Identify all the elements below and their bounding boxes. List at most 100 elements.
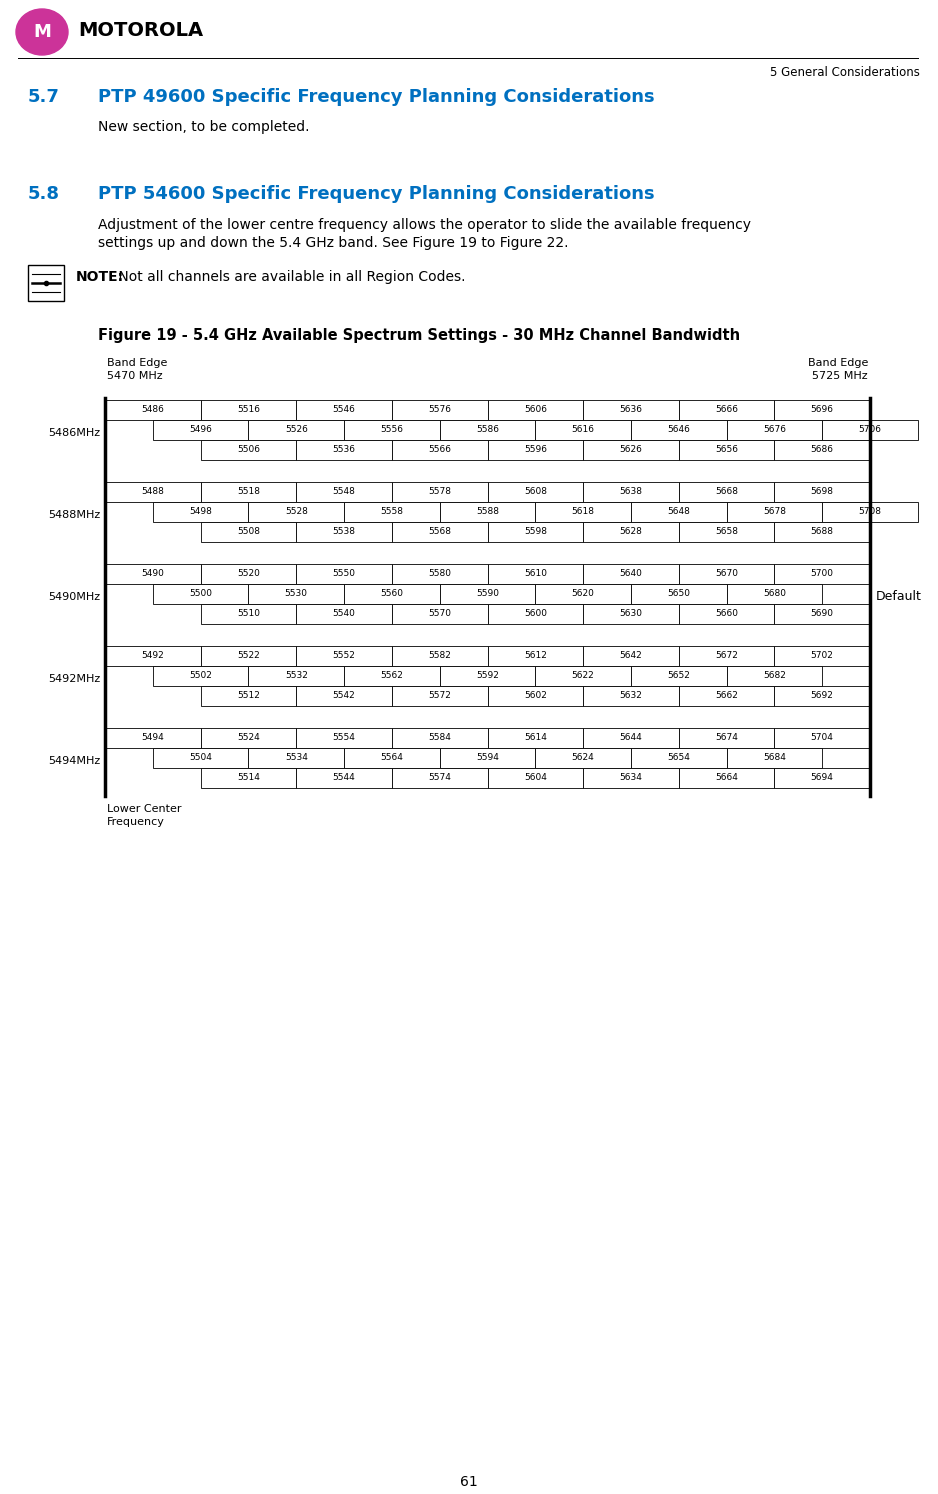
Bar — [583, 400, 679, 420]
Text: M: M — [33, 22, 51, 40]
Text: 5618: 5618 — [571, 508, 595, 517]
Bar — [679, 728, 775, 748]
Text: 5512: 5512 — [237, 692, 260, 701]
Text: 5626: 5626 — [619, 445, 643, 454]
Text: 5620: 5620 — [571, 590, 595, 599]
Text: 5604: 5604 — [524, 774, 547, 783]
Text: 5674: 5674 — [715, 734, 738, 743]
Text: 5578: 5578 — [428, 487, 451, 496]
Text: 5498: 5498 — [189, 508, 212, 517]
Bar — [536, 748, 631, 768]
Bar — [488, 400, 583, 420]
Text: 5576: 5576 — [428, 405, 451, 414]
Bar — [28, 264, 64, 300]
Text: 5562: 5562 — [381, 671, 403, 680]
Bar — [727, 748, 823, 768]
Text: 5518: 5518 — [237, 487, 260, 496]
Text: 5614: 5614 — [524, 734, 547, 743]
Text: 5526: 5526 — [285, 426, 308, 435]
Bar — [583, 441, 679, 460]
Bar — [488, 768, 583, 787]
Bar — [201, 728, 296, 748]
Bar — [201, 686, 296, 707]
Bar — [296, 400, 392, 420]
Text: 5608: 5608 — [523, 487, 547, 496]
Text: Lower Center: Lower Center — [107, 804, 181, 814]
Text: Default: Default — [876, 590, 922, 604]
Bar — [775, 768, 870, 787]
Text: 5590: 5590 — [476, 590, 499, 599]
Bar — [296, 645, 392, 666]
Text: 5586: 5586 — [476, 426, 499, 435]
Text: 5676: 5676 — [763, 426, 786, 435]
Bar — [296, 768, 392, 787]
Text: Frequency: Frequency — [107, 817, 165, 828]
Text: 5580: 5580 — [428, 569, 451, 578]
Bar — [583, 483, 679, 502]
Text: 5504: 5504 — [189, 753, 212, 762]
Text: 5488: 5488 — [142, 487, 164, 496]
Text: 5682: 5682 — [763, 671, 786, 680]
Text: 5546: 5546 — [333, 405, 356, 414]
Bar — [631, 748, 727, 768]
Text: 5570: 5570 — [428, 610, 451, 619]
Bar — [440, 420, 536, 441]
Text: 5610: 5610 — [523, 569, 547, 578]
Text: 5538: 5538 — [333, 527, 356, 536]
Bar — [440, 584, 536, 604]
Text: 5702: 5702 — [810, 651, 834, 660]
Text: New section, to be completed.: New section, to be completed. — [98, 120, 310, 134]
Text: PTP 49600 Specific Frequency Planning Considerations: PTP 49600 Specific Frequency Planning Co… — [98, 88, 655, 106]
Text: 5488MHz: 5488MHz — [48, 509, 100, 520]
Text: NOTE:: NOTE: — [76, 270, 124, 284]
Bar — [392, 565, 488, 584]
Ellipse shape — [16, 9, 68, 55]
Bar — [296, 521, 392, 542]
Bar — [344, 748, 440, 768]
Bar — [201, 483, 296, 502]
Text: 5494: 5494 — [142, 734, 164, 743]
Text: 5708: 5708 — [858, 508, 882, 517]
Text: 5502: 5502 — [189, 671, 212, 680]
Bar — [296, 565, 392, 584]
Bar — [153, 420, 249, 441]
Text: 5686: 5686 — [810, 445, 834, 454]
Bar — [631, 420, 727, 441]
Bar — [105, 645, 201, 666]
Text: 5598: 5598 — [523, 527, 547, 536]
Bar — [296, 728, 392, 748]
Bar — [727, 584, 823, 604]
Text: 5572: 5572 — [429, 692, 451, 701]
Text: 5568: 5568 — [428, 527, 451, 536]
Text: 5640: 5640 — [619, 569, 643, 578]
Bar — [105, 400, 201, 420]
Bar — [727, 502, 823, 521]
Text: 5624: 5624 — [572, 753, 595, 762]
Text: 5704: 5704 — [810, 734, 834, 743]
Text: 5680: 5680 — [763, 590, 786, 599]
Text: 5666: 5666 — [715, 405, 738, 414]
Text: 5690: 5690 — [810, 610, 834, 619]
Bar — [823, 420, 917, 441]
Text: 5700: 5700 — [810, 569, 834, 578]
Text: 5638: 5638 — [619, 487, 643, 496]
Bar — [775, 521, 870, 542]
Bar — [583, 768, 679, 787]
Text: 5658: 5658 — [715, 527, 738, 536]
Text: 5670: 5670 — [715, 569, 738, 578]
Text: 5554: 5554 — [333, 734, 356, 743]
Bar — [679, 686, 775, 707]
Text: 5.7: 5.7 — [28, 88, 60, 106]
Text: 5470 MHz: 5470 MHz — [107, 371, 162, 381]
Bar — [488, 521, 583, 542]
Text: 5592: 5592 — [477, 671, 499, 680]
Bar — [296, 686, 392, 707]
Bar — [679, 400, 775, 420]
Bar — [536, 584, 631, 604]
Text: 5616: 5616 — [571, 426, 595, 435]
Bar — [679, 565, 775, 584]
Text: 5632: 5632 — [619, 692, 643, 701]
Text: 5496: 5496 — [189, 426, 212, 435]
Bar — [344, 666, 440, 686]
Text: settings up and down the 5.4 GHz band. See Figure 19 to Figure 22.: settings up and down the 5.4 GHz band. S… — [98, 236, 568, 249]
